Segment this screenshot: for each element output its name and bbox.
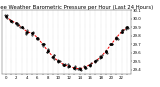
Title: Milwaukee Weather Barometric Pressure per Hour (Last 24 Hours): Milwaukee Weather Barometric Pressure pe… xyxy=(0,5,154,10)
